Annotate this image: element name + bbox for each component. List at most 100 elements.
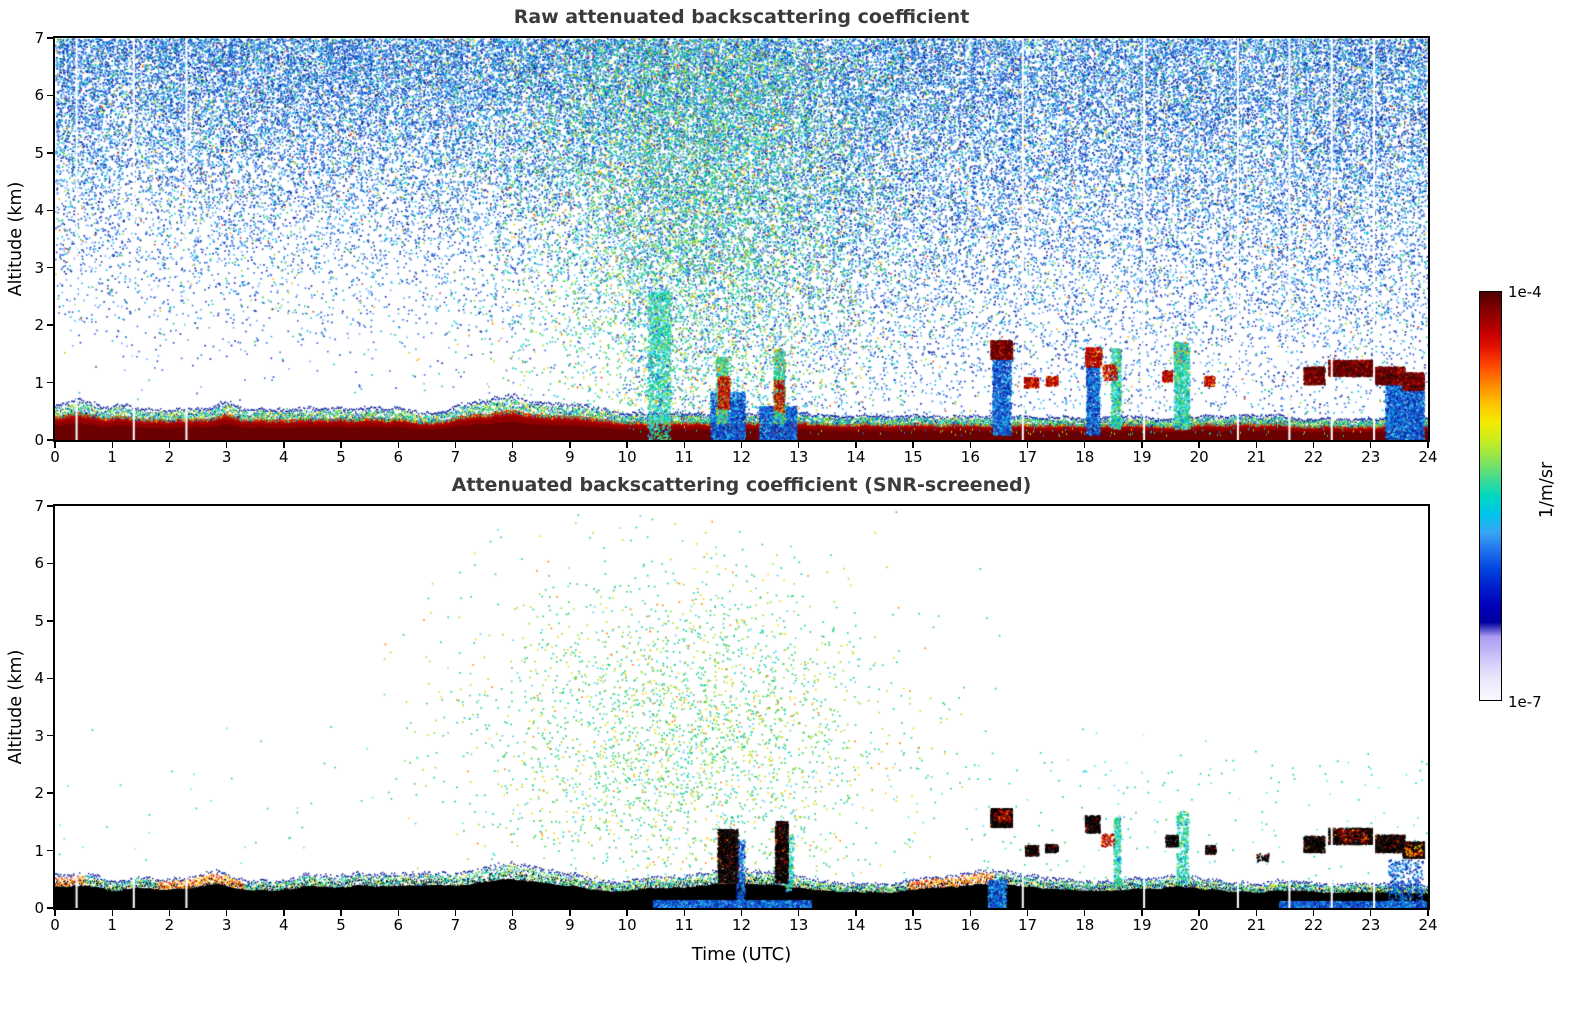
x-tick bbox=[340, 442, 342, 448]
x-tick-label: 24 bbox=[1418, 916, 1438, 934]
x-tick-label: 19 bbox=[1132, 916, 1152, 934]
x-tick bbox=[511, 910, 514, 916]
x-tick-label: 6 bbox=[393, 916, 404, 934]
x-tick bbox=[683, 910, 685, 916]
x-tick bbox=[54, 910, 56, 916]
x-tick-label: 14 bbox=[846, 916, 866, 934]
x-tick-label: 22 bbox=[1304, 916, 1324, 934]
x-tick bbox=[912, 910, 914, 916]
colorbar bbox=[1479, 291, 1502, 701]
x-tick-label: 15 bbox=[903, 916, 923, 934]
x-tick-label: 12 bbox=[731, 916, 752, 934]
raw-backscatter-heatmap bbox=[55, 38, 1428, 440]
x-tick-label: 1 bbox=[107, 916, 117, 934]
x-tick bbox=[1141, 442, 1143, 448]
x-tick bbox=[683, 442, 685, 448]
y-tick-label: 6 bbox=[34, 554, 44, 573]
x-tick bbox=[855, 442, 857, 448]
y-tick-label: 4 bbox=[34, 669, 44, 688]
screened-backscatter-heatmap bbox=[55, 506, 1428, 908]
x-tick bbox=[1026, 910, 1029, 916]
x-tick bbox=[1427, 910, 1429, 916]
y-tick-label: 5 bbox=[34, 143, 44, 162]
x-tick bbox=[340, 910, 342, 916]
x-tick-label: 11 bbox=[674, 448, 694, 466]
x-tick-label: 14 bbox=[846, 448, 866, 466]
x-tick-label: 9 bbox=[565, 916, 575, 934]
x-tick-label: 15 bbox=[903, 448, 923, 466]
y-tick bbox=[47, 849, 53, 852]
y-tick-label: 1 bbox=[34, 841, 44, 860]
x-axis-label: Time (UTC) bbox=[691, 944, 792, 965]
x-tick-label: 5 bbox=[336, 448, 346, 466]
x-tick bbox=[397, 442, 399, 448]
colorbar-max-label: 1e-4 bbox=[1508, 283, 1542, 301]
y-tick bbox=[47, 677, 53, 679]
x-tick-label: 7 bbox=[450, 448, 461, 466]
y-tick-label: 7 bbox=[34, 29, 44, 47]
x-tick-label: 7 bbox=[450, 916, 461, 934]
x-tick bbox=[283, 442, 285, 448]
x-tick bbox=[454, 910, 457, 916]
y-tick bbox=[47, 209, 53, 211]
x-tick-label: 8 bbox=[507, 916, 518, 934]
colorbar-unit-label: 1/m/sr bbox=[1537, 461, 1557, 519]
x-tick-label: 19 bbox=[1132, 448, 1152, 466]
y-tick-label: 2 bbox=[34, 316, 44, 335]
x-tick bbox=[1198, 442, 1200, 448]
x-tick bbox=[912, 442, 914, 448]
x-tick bbox=[111, 910, 113, 916]
y-tick-label: 5 bbox=[34, 611, 44, 630]
y-tick bbox=[47, 735, 53, 737]
y-tick bbox=[47, 792, 53, 794]
x-tick-label: 13 bbox=[789, 448, 809, 466]
x-tick bbox=[225, 442, 228, 448]
x-tick bbox=[1255, 910, 1258, 916]
x-tick-label: 16 bbox=[960, 448, 980, 466]
x-tick-label: 5 bbox=[336, 916, 346, 934]
y-tick bbox=[47, 562, 53, 565]
x-tick-label: 9 bbox=[565, 448, 575, 466]
y-tick bbox=[47, 324, 53, 326]
x-tick-label: 10 bbox=[617, 448, 637, 466]
x-tick bbox=[740, 910, 743, 916]
x-tick bbox=[740, 442, 743, 448]
x-tick-label: 20 bbox=[1189, 448, 1209, 466]
x-tick bbox=[111, 442, 113, 448]
panel-raw-title: Raw attenuated backscattering coefficien… bbox=[513, 6, 970, 28]
x-tick bbox=[1370, 442, 1372, 448]
x-tick-label: 17 bbox=[1017, 916, 1038, 934]
y-tick bbox=[47, 267, 53, 269]
x-tick-label: 4 bbox=[279, 448, 289, 466]
x-tick-label: 18 bbox=[1075, 916, 1095, 934]
x-tick-label: 4 bbox=[279, 916, 289, 934]
x-tick-label: 2 bbox=[164, 448, 175, 466]
x-tick bbox=[1427, 442, 1429, 448]
x-tick-label: 0 bbox=[50, 448, 60, 466]
y-tick-label: 7 bbox=[34, 497, 44, 515]
x-tick-label: 11 bbox=[674, 916, 694, 934]
x-tick bbox=[397, 910, 399, 916]
x-tick bbox=[511, 442, 514, 448]
x-tick-label: 12 bbox=[731, 448, 752, 466]
x-tick bbox=[855, 910, 857, 916]
x-tick-label: 6 bbox=[393, 448, 404, 466]
x-tick-label: 21 bbox=[1246, 448, 1266, 466]
y-tick bbox=[47, 907, 53, 909]
x-tick-label: 24 bbox=[1418, 448, 1438, 466]
x-tick bbox=[1198, 910, 1200, 916]
x-tick-label: 8 bbox=[507, 448, 518, 466]
x-tick bbox=[569, 442, 571, 448]
x-tick-label: 17 bbox=[1017, 448, 1038, 466]
x-tick bbox=[1255, 442, 1258, 448]
x-tick bbox=[969, 442, 972, 448]
y-axis-label-raw: Altitude (km) bbox=[6, 181, 26, 297]
x-tick bbox=[225, 910, 228, 916]
x-tick bbox=[969, 910, 972, 916]
x-tick-label: 20 bbox=[1189, 916, 1209, 934]
y-tick-label: 3 bbox=[34, 726, 44, 745]
x-tick-label: 2 bbox=[164, 916, 175, 934]
x-tick bbox=[283, 910, 285, 916]
x-tick-label: 21 bbox=[1246, 916, 1266, 934]
